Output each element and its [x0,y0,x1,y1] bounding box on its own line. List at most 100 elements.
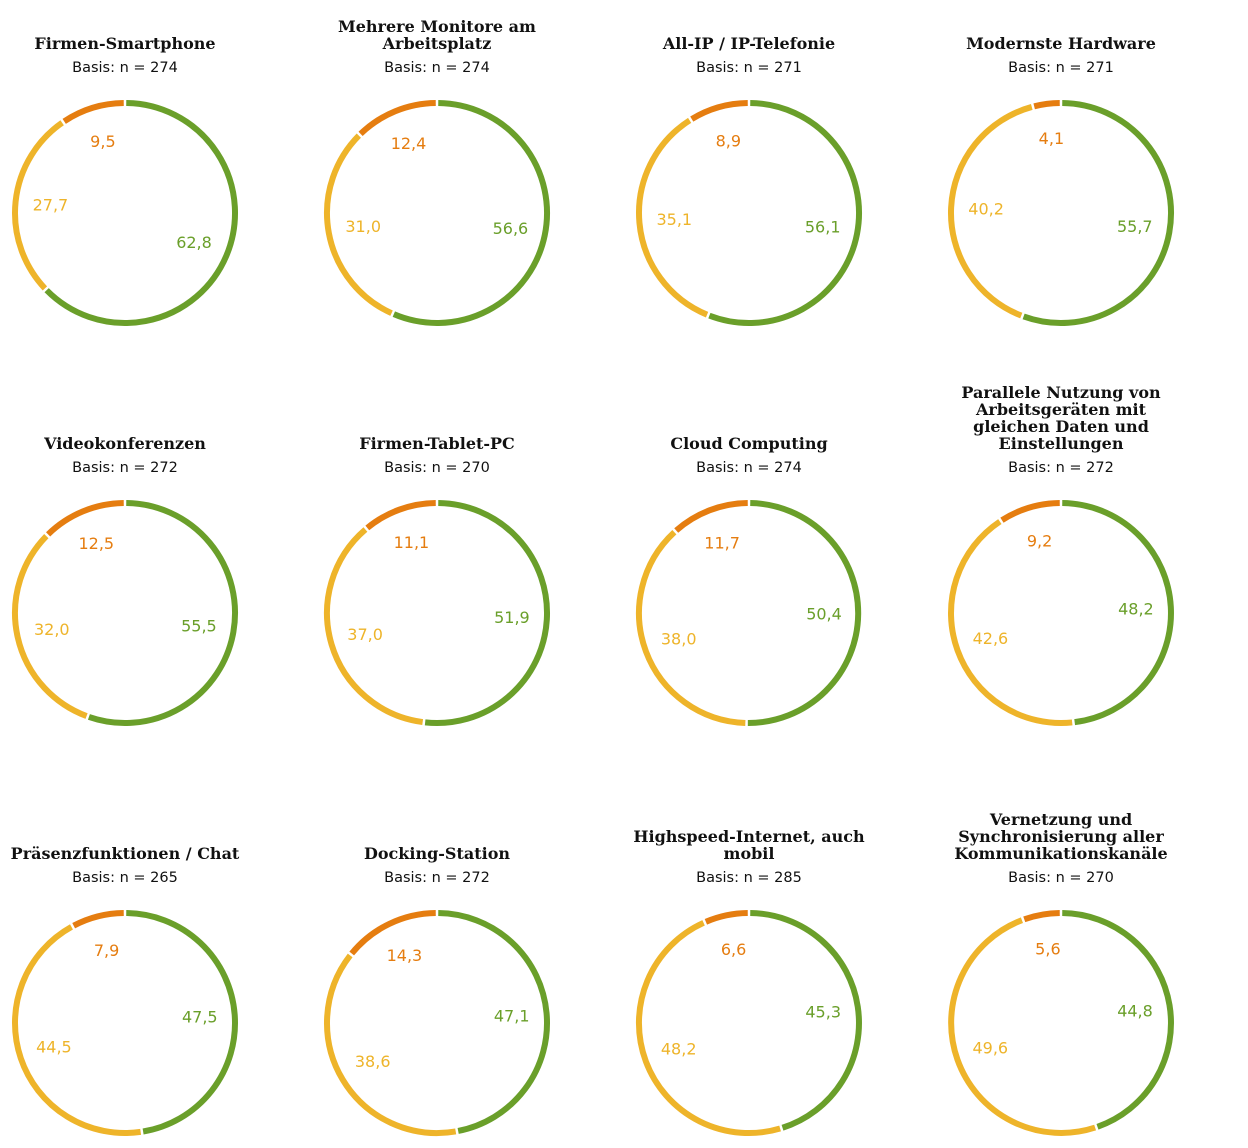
chart-basis: Basis: n = 271 [1008,60,1114,76]
donut-segment-green [126,910,238,1135]
chart-basis: Basis: n = 265 [72,870,178,886]
chart-title: Mehrere Monitore am Arbeitsplatz [338,17,536,53]
slice-value-label: 62,8 [176,233,212,252]
donut-chart: 55,7 40,2 4,1 [948,100,1174,326]
donut-segment-orange [358,100,436,137]
chart-basis: Basis: n = 274 [696,460,802,476]
donut-segment-orange [1033,100,1060,110]
chart-cell: All-IP / IP-Telefonie Basis: n = 271 56,1 3… [624,0,936,400]
slice-value-label: 38,0 [661,630,697,649]
chart-title: Firmen-Tablet-PC [359,434,515,453]
chart-cell: Mehrere Monitore am Arbeitsplatz Basis: n… [312,0,624,400]
donut-chart: 56,6 31,0 12,4 [324,100,551,326]
slice-value-label: 48,2 [661,1040,697,1059]
donut-chart: 45,3 48,2 6,6 [636,910,862,1136]
slice-value-label: 35,1 [656,210,692,229]
donut-segment-green [708,100,863,326]
slice-value-label: 27,7 [33,196,69,215]
chart-basis: Basis: n = 274 [72,60,178,76]
chart-basis: Basis: n = 270 [1008,870,1114,886]
donut-segment-green [87,500,239,726]
donut-segment-yellow [324,133,393,316]
donut-segment-yellow [324,953,457,1136]
donut-chart: 44,8 49,6 5,6 [948,910,1174,1136]
donut-segment-green [1022,100,1174,326]
donut-segment-green [1062,500,1174,726]
slice-value-label: 11,1 [394,533,430,552]
donut-segment-yellow [948,104,1033,319]
donut-chart: 56,1 35,1 8,9 [636,100,863,326]
chart-cell: Cloud Computing Basis: n = 274 50,4 38,0 11,… [624,400,936,810]
donut-segment-orange [674,500,748,533]
chart-basis: Basis: n = 272 [1008,460,1114,476]
slice-value-label: 7,9 [94,941,119,960]
slice-value-label: 47,1 [494,1007,530,1026]
chart-title: Videokonferenzen [44,434,206,453]
donut-segment-yellow [948,519,1073,726]
chart-cell: Vernetzung und Synchronisierung aller Ko… [936,810,1248,1138]
slice-value-label: 12,4 [391,134,427,153]
slice-value-label: 9,5 [90,132,115,151]
donut-chart: 47,1 38,6 14,3 [324,910,550,1136]
slice-value-label: 6,6 [721,940,746,959]
slice-value-label: 31,0 [345,217,381,236]
donut-segment-orange [690,100,748,122]
chart-basis: Basis: n = 270 [384,460,490,476]
donut-segment-green [44,100,238,326]
chart-cell: Firmen-Smartphone Basis: n = 274 62,8 27,7 9… [0,0,312,400]
chart-basis: Basis: n = 285 [696,870,802,886]
chart-title: Highspeed-Internet, auch mobil [633,827,865,863]
slice-value-label: 48,2 [1118,599,1154,618]
donut-segment-yellow [12,534,88,719]
donut-segment-orange [62,100,124,124]
chart-title: Präsenzfunktionen / Chat [10,844,240,863]
slice-value-label: 37,0 [347,625,383,644]
donut-segment-yellow [324,527,424,726]
donut-segment-yellow [948,917,1097,1136]
slice-value-label: 12,5 [78,534,114,553]
donut-segment-orange [72,910,124,929]
donut-segment-orange [349,910,436,956]
donut-segment-green [438,910,550,1134]
slice-value-label: 4,1 [1039,129,1064,148]
donut-segment-orange [704,910,748,925]
slice-value-label: 56,6 [493,219,529,238]
chart-cell: Firmen-Tablet-PC Basis: n = 270 51,9 37,0 11… [312,400,624,810]
chart-basis: Basis: n = 272 [72,460,178,476]
slice-value-label: 55,5 [181,616,217,635]
chart-cell: Parallele Nutzung von Arbeitsgeräten mit… [936,384,1248,810]
donut-segment-green [747,500,862,726]
chart-title: Parallele Nutzung von Arbeitsgeräten mit… [961,383,1161,453]
slice-value-label: 55,7 [1117,217,1153,236]
donut-segment-yellow [636,920,781,1136]
donut-chart: 50,4 38,0 11,7 [636,500,862,726]
chart-basis: Basis: n = 272 [384,870,490,886]
chart-cell: Modernste Hardware Basis: n = 271 55,7 40,2… [936,0,1248,400]
chart-title: Modernste Hardware [966,34,1156,53]
donut-chart: 62,8 27,7 9,5 [12,100,238,326]
slice-value-label: 40,2 [968,200,1004,219]
chart-title: Firmen-Smartphone [34,34,216,53]
donut-segment-yellow [636,529,746,726]
slice-value-label: 44,8 [1117,1001,1153,1020]
donut-chart: 51,9 37,0 11,1 [324,500,550,726]
donut-segment-orange [1000,500,1060,523]
donut-segment-green [1062,910,1174,1130]
slice-value-label: 47,5 [182,1008,218,1027]
slice-value-label: 38,6 [355,1052,391,1071]
donut-segment-orange [365,500,436,531]
donut-segment-green [392,100,551,326]
donut-segment-orange [1023,910,1060,923]
slice-value-label: 45,3 [805,1002,841,1021]
chart-basis: Basis: n = 271 [696,60,802,76]
chart-basis: Basis: n = 274 [384,60,490,76]
donut-chart: 48,2 42,6 9,2 [948,500,1174,726]
donut-segment-green [424,500,550,726]
slice-value-label: 49,6 [972,1039,1008,1058]
chart-title: All-IP / IP-Telefonie [662,34,836,53]
donut-segment-yellow [12,924,142,1136]
slice-value-label: 51,9 [494,608,530,627]
slice-value-label: 11,7 [704,534,740,553]
slice-value-label: 42,6 [973,629,1009,648]
chart-cell: Präsenzfunktionen / Chat Basis: n = 265 47… [0,810,312,1138]
